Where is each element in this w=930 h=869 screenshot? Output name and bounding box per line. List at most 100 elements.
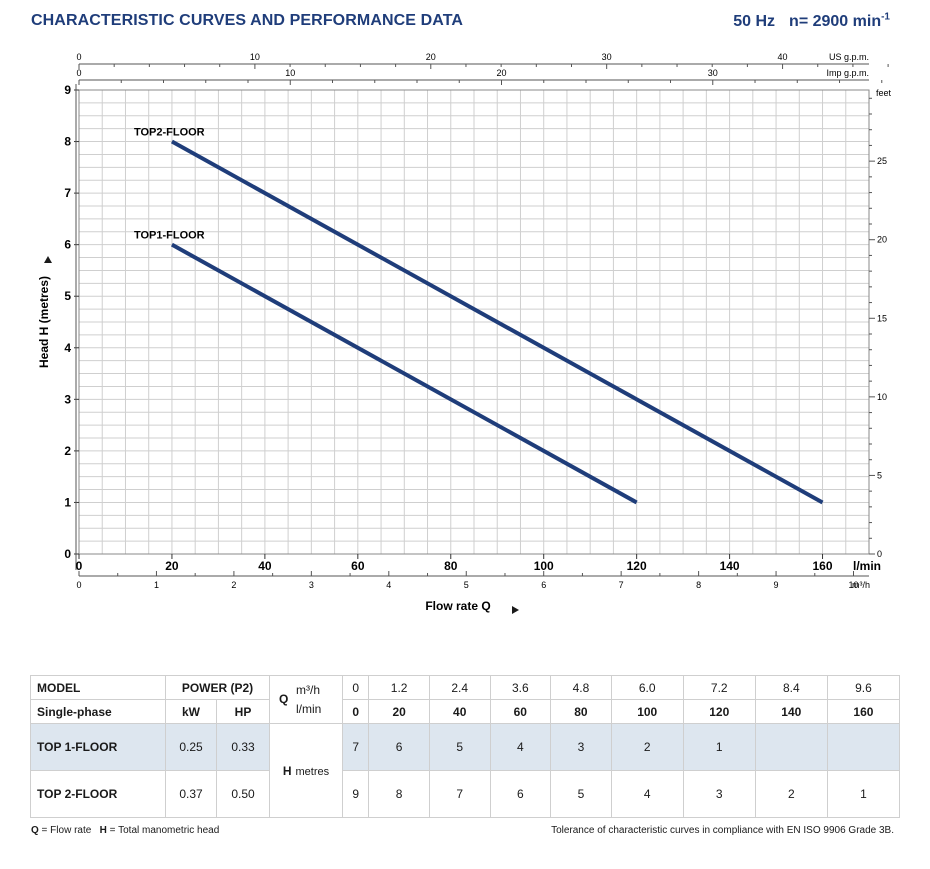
q-def: = Flow rate [38, 825, 92, 836]
q-lmin-cell: 120 [682, 699, 756, 724]
head-value: 3 [550, 723, 612, 771]
feet-tick-label: 5 [877, 470, 882, 480]
curve-top1-floor [170, 242, 638, 505]
imp-gpm-tick-label: 30 [708, 68, 718, 78]
chart-axes [74, 63, 889, 577]
us-gpm-tick-label: 30 [602, 52, 612, 62]
head-value: 1 [682, 723, 756, 771]
y-tick-label: 6 [64, 238, 71, 252]
x-tick-label: 80 [444, 559, 458, 573]
q-lmin-cell: 0 [341, 699, 370, 724]
head-value: 4 [610, 770, 684, 818]
y-arrow-icon [44, 256, 52, 263]
y-tick-label: 5 [64, 289, 71, 303]
x-tick-label: 140 [720, 559, 740, 573]
page-title: CHARACTERISTIC CURVES AND PERFORMANCE DA… [31, 12, 464, 29]
imp-gpm-unit-label: Imp g.p.m. [826, 68, 869, 78]
speed-sup: -1 [881, 12, 890, 23]
x-tick-label: 100 [534, 559, 554, 573]
power-kw: 0.25 [165, 723, 217, 771]
x-tick-label: 40 [258, 559, 272, 573]
speed-label: n= 2900 min-1 [789, 12, 890, 30]
header-power: POWER (P2) [165, 675, 270, 700]
feet-tick-label: 25 [877, 156, 887, 166]
power-hp: 0.50 [216, 770, 270, 818]
table-row: TOP 2-FLOOR 0.37 0.50 9 8 7 6 5 4 3 2 1 [30, 770, 901, 818]
m3h-tick-label: 8 [696, 580, 701, 590]
q-m3h-cell: 4.8 [550, 675, 612, 700]
head-value: 1 [826, 770, 901, 818]
head-value: 3 [682, 770, 756, 818]
header-single-phase: Single-phase [30, 699, 166, 724]
head-value: 2 [610, 723, 684, 771]
y-tick-label: 2 [64, 444, 71, 458]
model-name: TOP 2-FLOOR [30, 770, 166, 818]
m3h-tick-label: 5 [464, 580, 469, 590]
feet-tick-label: 15 [877, 313, 887, 323]
x-tick-label: 60 [351, 559, 365, 573]
q-m3h-cell: 0 [341, 675, 370, 700]
header-kw: kW [165, 699, 217, 724]
m3h-tick-label: 7 [619, 580, 624, 590]
us-gpm-tick-label: 0 [76, 52, 81, 62]
q-m3h-cell: 8.4 [754, 675, 828, 700]
q-m3h-cell: 7.2 [682, 675, 756, 700]
h-key: H [99, 825, 107, 836]
q-m3h-cell: 2.4 [428, 675, 491, 700]
x-axis-label: Flow rate Q [425, 599, 490, 613]
q-lmin-cell: 40 [428, 699, 491, 724]
q-lmin-cell: 160 [826, 699, 901, 724]
unit-lmin: l/min [296, 702, 322, 716]
us-gpm-unit-label: US g.p.m. [829, 52, 869, 62]
feet-tick-label: 20 [877, 235, 887, 245]
m3h-tick-label: 10 [849, 580, 859, 590]
m3h-tick-label: 1 [154, 580, 159, 590]
power-hp: 0.33 [216, 723, 270, 771]
x-arrow-icon [512, 606, 519, 614]
y-tick-label: 3 [64, 392, 71, 406]
m3h-tick-label: 9 [774, 580, 779, 590]
head-value: 8 [368, 770, 430, 818]
header-hp: HP [216, 699, 270, 724]
m3h-tick-label: 3 [309, 580, 314, 590]
header-q: Q m³/h l/min [269, 675, 343, 724]
x-unit-label: l/min [853, 559, 881, 573]
q-m3h-cell: 9.6 [826, 675, 901, 700]
m3h-tick-label: 6 [541, 580, 546, 590]
header-model: MODEL [30, 675, 166, 700]
y-tick-label: 4 [64, 341, 71, 355]
imp-gpm-tick-label: 10 [285, 68, 295, 78]
y-tick-label: 0 [64, 547, 71, 561]
us-gpm-tick-label: 40 [778, 52, 788, 62]
h-unit: metres [295, 765, 330, 778]
q-lmin-cell: 140 [754, 699, 828, 724]
head-value: 5 [428, 723, 491, 771]
head-value: 5 [550, 770, 612, 818]
curve-label: TOP1-FLOOR [134, 230, 205, 242]
q-lmin-cell: 60 [489, 699, 552, 724]
model-name: TOP 1-FLOOR [30, 723, 166, 771]
head-value: 2 [754, 770, 828, 818]
y-tick-label: 1 [64, 495, 71, 509]
feet-unit-label: feet [876, 88, 892, 98]
q-lmin-cell: 100 [610, 699, 684, 724]
imp-gpm-tick-label: 0 [76, 68, 81, 78]
y-tick-label: 7 [64, 186, 71, 200]
feet-tick-label: 0 [877, 549, 882, 559]
m3h-unit-label: m³/h [852, 580, 870, 590]
head-value: 7 [428, 770, 491, 818]
chart-grid [78, 89, 870, 555]
h-letter: H [282, 763, 292, 778]
head-value: 7 [341, 723, 370, 771]
x-tick-label: 160 [813, 559, 833, 573]
m3h-tick-label: 4 [386, 580, 391, 590]
curve-top2-floor [170, 139, 824, 505]
q-m3h-cell: 1.2 [368, 675, 430, 700]
head-value [754, 723, 828, 771]
head-value: 6 [489, 770, 552, 818]
x-tick-label: 20 [165, 559, 179, 573]
